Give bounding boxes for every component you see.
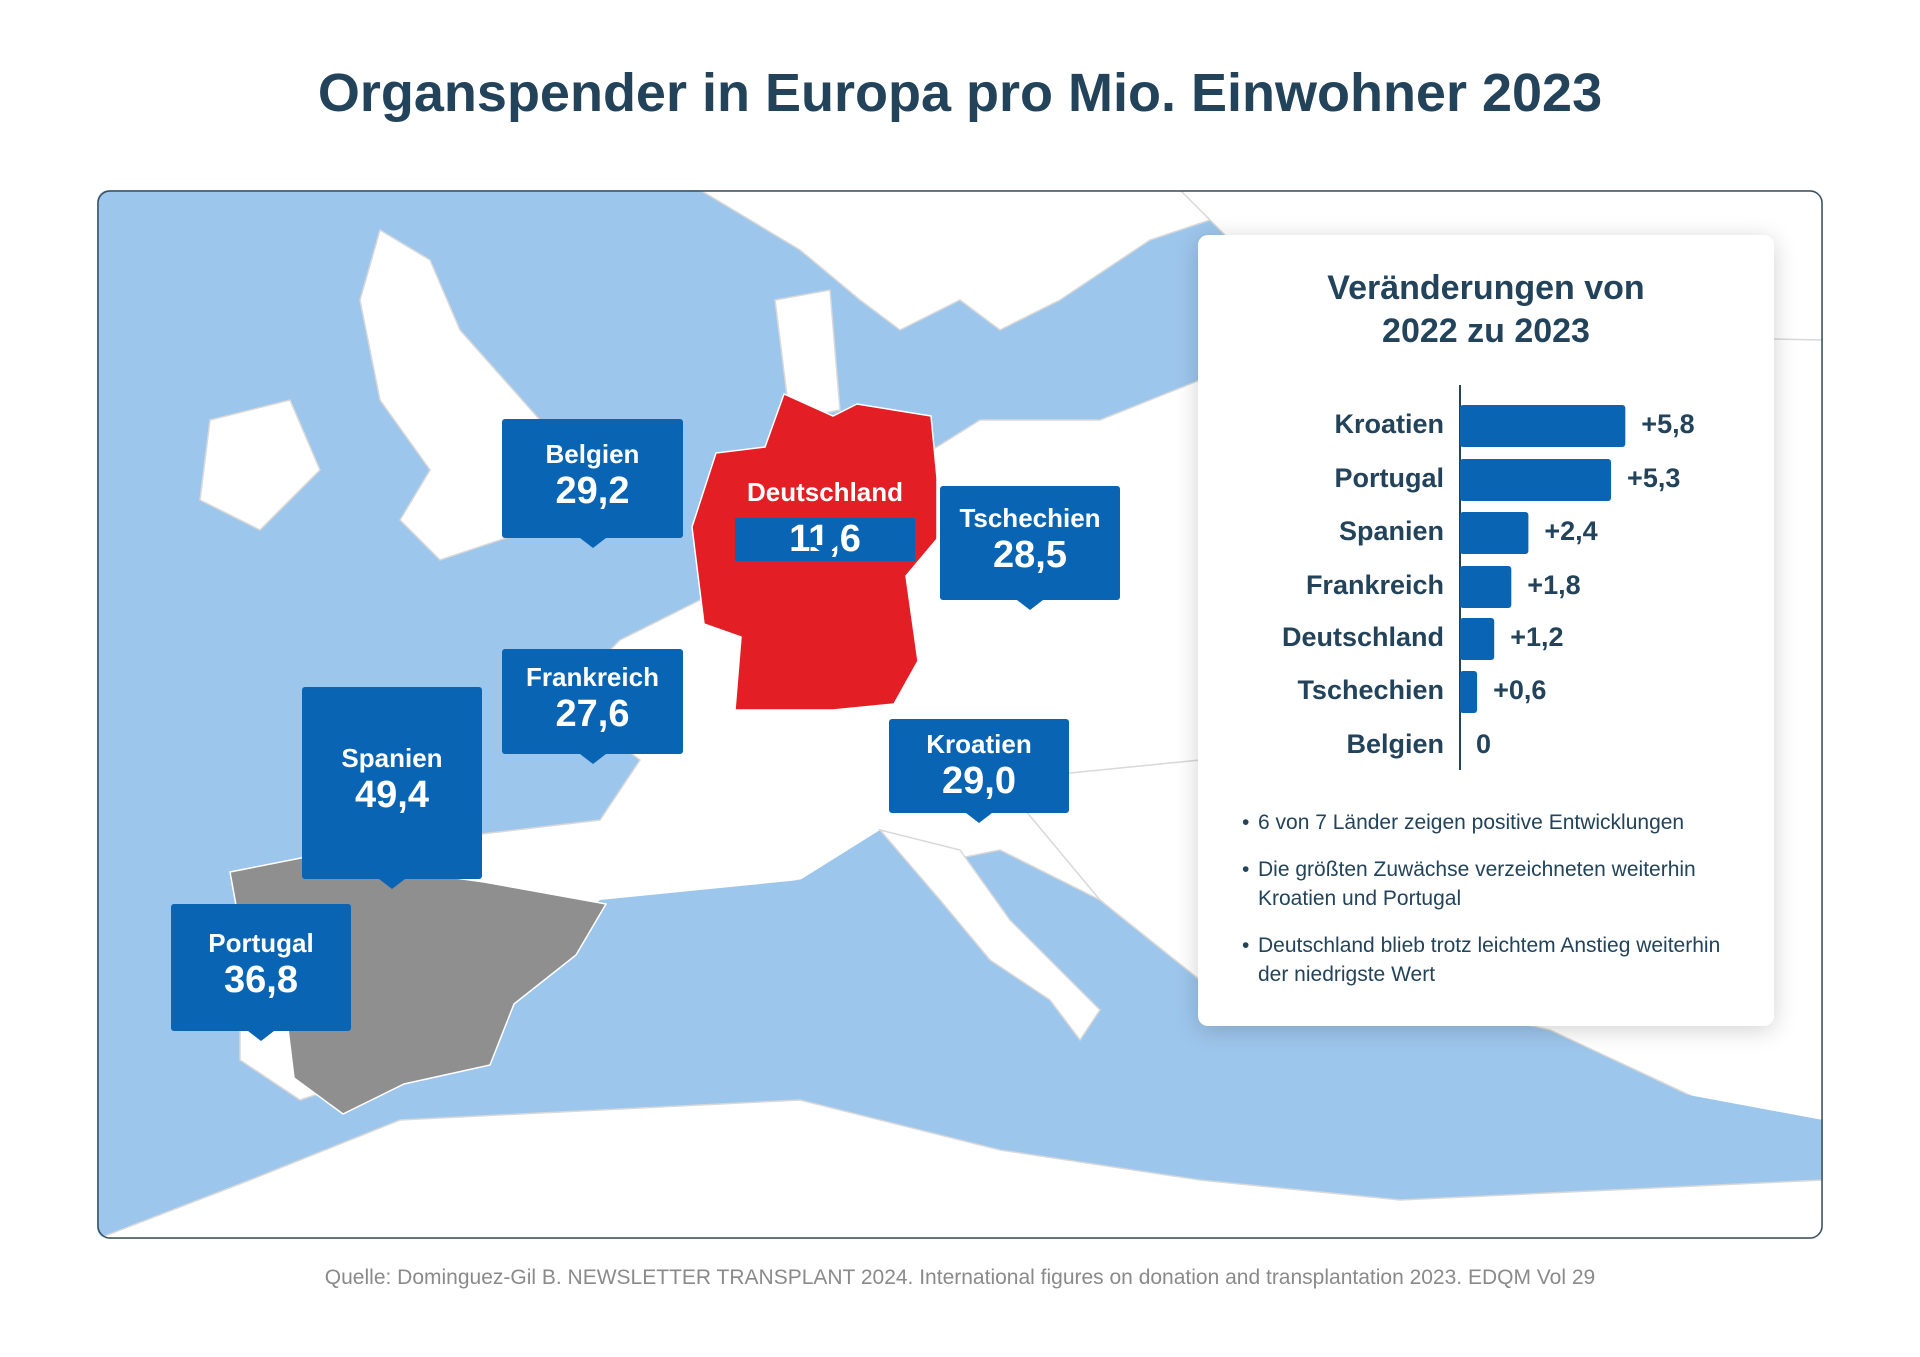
callout-country: Kroatien	[926, 729, 1032, 759]
callout-value: 36,8	[224, 958, 298, 1001]
bar	[1460, 566, 1512, 608]
denmark	[774, 289, 841, 421]
africa	[97, 1099, 1823, 1239]
category-label: Deutschland	[1282, 622, 1444, 652]
category-label: Frankreich	[1306, 570, 1444, 600]
callout-country: Deutschland	[746, 477, 904, 507]
value-label: +5,3	[1627, 463, 1680, 493]
note: Die größten Zuwächse verzeichneten weite…	[1242, 855, 1742, 913]
value-label: +5,8	[1641, 409, 1694, 439]
category-label: Belgien	[1346, 729, 1444, 759]
value-label: +2,4	[1544, 516, 1597, 546]
callout-country: Tschechien	[959, 503, 1101, 533]
callout-country: Portugal	[208, 927, 314, 958]
notes: 6 von 7 Länder zeigen positive Entwicklu…	[1242, 808, 1742, 1007]
value-label: +1,2	[1510, 622, 1563, 652]
bar	[1460, 459, 1612, 501]
callout-country: Belgien	[545, 438, 640, 469]
source: Quelle: Dominguez-Gil B. NEWSLETTER TRAN…	[324, 1266, 1596, 1289]
category-label: Tschechien	[1297, 675, 1444, 705]
callout: Spanien 49,4	[302, 687, 482, 889]
changes-panel: Veränderungen von 2022 zu 2023 Kroatien +…	[1198, 235, 1774, 1026]
note: 6 von 7 Länder zeigen positive Entwicklu…	[1242, 808, 1742, 837]
value-label: +1,8	[1527, 570, 1580, 600]
note: Deutschland blieb trotz leichtem Anstieg…	[1242, 931, 1742, 989]
category-label: Kroatien	[1334, 409, 1444, 439]
callout-value: 28,5	[993, 534, 1067, 576]
map-frame	[97, 190, 1823, 1239]
value-label: +0,6	[1493, 675, 1546, 705]
category-label: Portugal	[1334, 463, 1444, 493]
callout-value: 49,4	[355, 774, 429, 816]
bar	[1460, 512, 1529, 554]
bar-chart: Kroatien +5,8 Portugal +5,3 Spanien +2,4 Frank…	[1282, 385, 1695, 770]
title: Organspender in Europa pro Mio. Einwohne…	[317, 63, 1603, 123]
value-label: 0	[1476, 729, 1491, 759]
panel-title: Veränderungen von 2022 zu 2023	[1327, 269, 1645, 350]
callout: Tschechien 28,5	[940, 486, 1120, 610]
callout: Kroatien 29,0	[889, 719, 1069, 823]
ireland	[199, 399, 321, 531]
italy	[877, 828, 1101, 1042]
callout: Deutschland 11,6	[735, 475, 915, 563]
callout: Frankreich 27,6	[502, 649, 683, 764]
callout-value: 29,2	[555, 469, 630, 512]
bar	[1460, 671, 1478, 713]
callout-country: Frankreich	[526, 661, 659, 692]
callout-country: Spanien	[341, 743, 443, 773]
callout: Belgien 29,2	[502, 419, 683, 548]
bar	[1460, 405, 1626, 447]
callout-value: 11,6	[735, 518, 915, 561]
callout-value: 27,6	[555, 692, 630, 735]
bar	[1460, 618, 1495, 660]
category-label: Spanien	[1339, 516, 1444, 546]
callout-value: 29,0	[942, 760, 1016, 802]
callout: Portugal 36,8	[171, 904, 351, 1041]
